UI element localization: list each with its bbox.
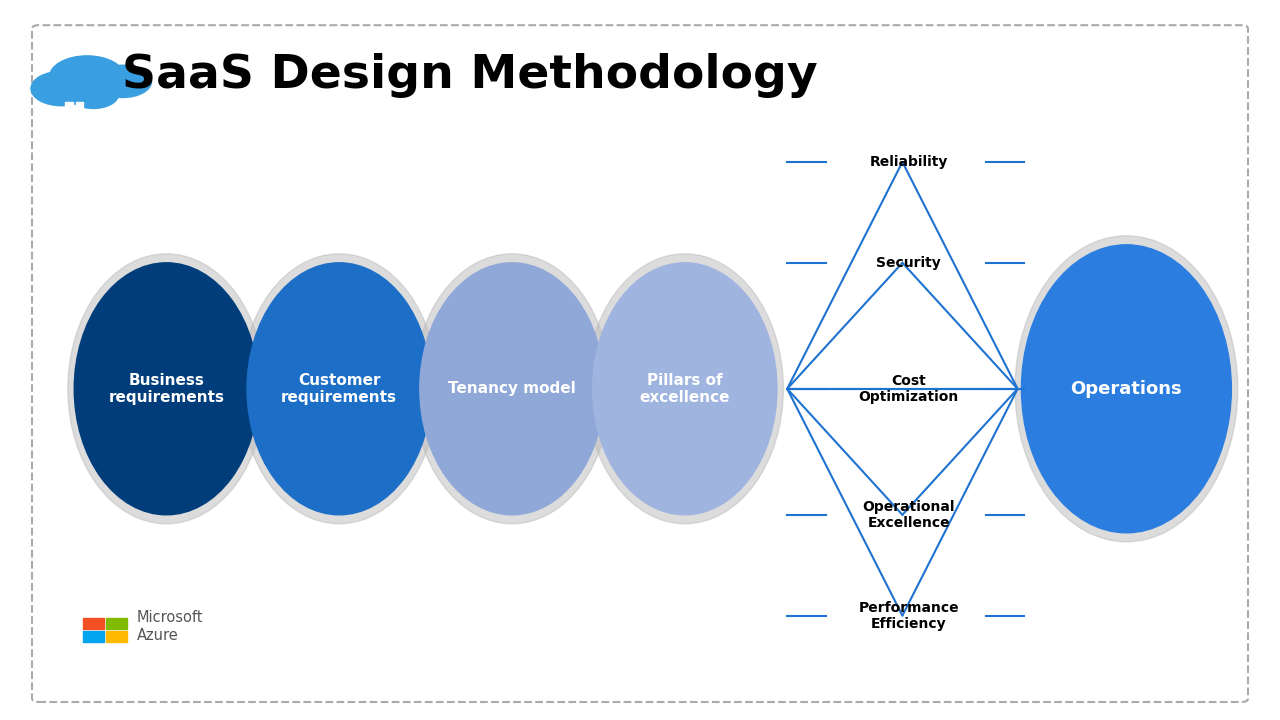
Text: Reliability: Reliability: [869, 155, 948, 169]
Text: Security: Security: [877, 256, 941, 270]
Bar: [76, 102, 83, 107]
Bar: [65, 114, 73, 118]
Text: Cost
Optimization: Cost Optimization: [859, 374, 959, 404]
Ellipse shape: [68, 254, 265, 524]
Bar: [65, 108, 73, 112]
Bar: [76, 114, 83, 118]
Bar: [83, 631, 104, 642]
Ellipse shape: [593, 263, 777, 515]
Ellipse shape: [420, 263, 604, 515]
Text: Microsoft
Azure: Microsoft Azure: [137, 610, 204, 643]
Text: Business
requirements: Business requirements: [109, 373, 224, 405]
Ellipse shape: [413, 254, 611, 524]
Text: Performance
Efficiency: Performance Efficiency: [859, 600, 959, 631]
Bar: [83, 618, 104, 629]
Text: Operations: Operations: [1070, 380, 1183, 397]
Circle shape: [31, 71, 92, 106]
Ellipse shape: [586, 254, 783, 524]
Ellipse shape: [247, 263, 431, 515]
Ellipse shape: [74, 263, 259, 515]
Circle shape: [68, 80, 119, 109]
Bar: [65, 102, 73, 107]
Text: SaaS Design Methodology: SaaS Design Methodology: [122, 53, 817, 98]
Circle shape: [95, 66, 151, 97]
Bar: [106, 631, 127, 642]
Text: Customer
requirements: Customer requirements: [282, 373, 397, 405]
Text: Tenancy model: Tenancy model: [448, 382, 576, 396]
Ellipse shape: [1021, 245, 1231, 533]
Ellipse shape: [1015, 235, 1238, 542]
Ellipse shape: [241, 254, 438, 524]
Bar: [106, 618, 127, 629]
Text: Pillars of
excellence: Pillars of excellence: [640, 373, 730, 405]
Circle shape: [50, 56, 124, 98]
FancyBboxPatch shape: [32, 25, 1248, 702]
Text: Operational
Excellence: Operational Excellence: [863, 500, 955, 530]
Bar: [76, 108, 83, 112]
